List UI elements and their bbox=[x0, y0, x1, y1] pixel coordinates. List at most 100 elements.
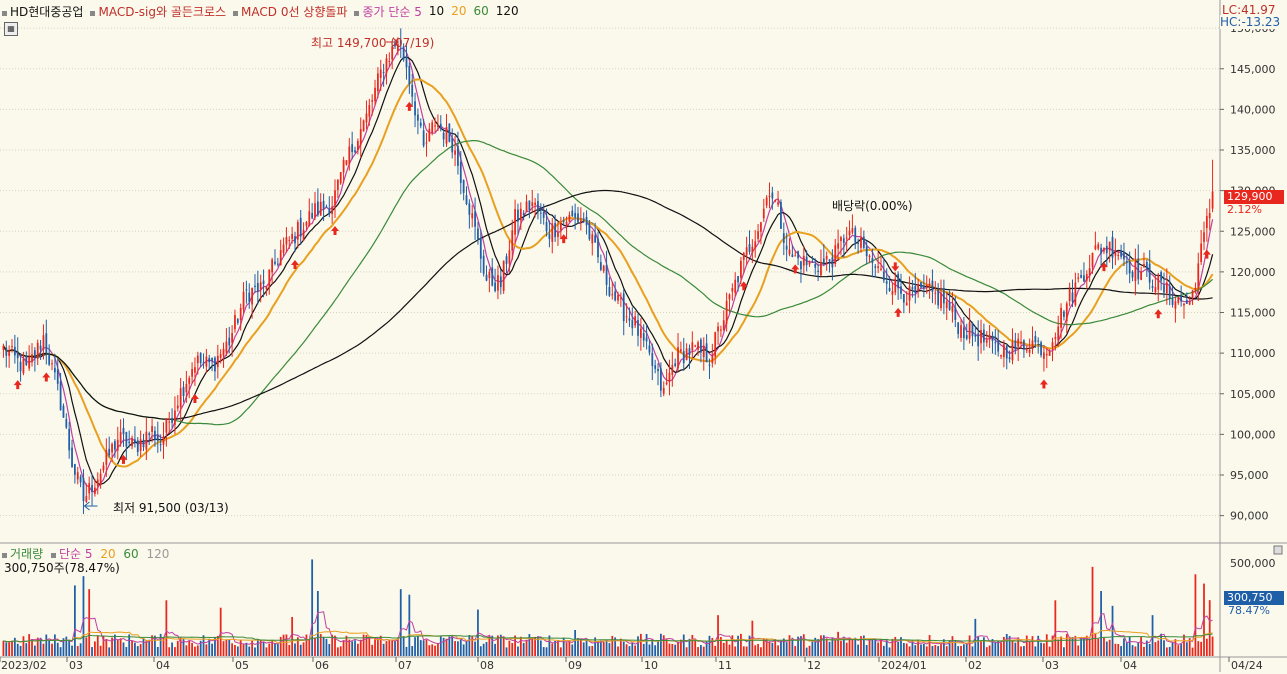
volume-bar bbox=[305, 634, 308, 656]
volume-bar bbox=[688, 638, 691, 656]
volume-bar bbox=[637, 636, 639, 656]
volume-bar bbox=[1045, 634, 1048, 656]
volume-bar bbox=[988, 645, 991, 656]
candle-body bbox=[302, 229, 305, 241]
grid-toggle-icon[interactable]: ▦ bbox=[4, 22, 18, 36]
candle-body bbox=[1143, 263, 1145, 268]
candle-body bbox=[805, 256, 808, 266]
volume-bar bbox=[731, 635, 734, 656]
volume-bar bbox=[868, 640, 871, 656]
candle-body bbox=[599, 262, 602, 270]
volume-bar bbox=[517, 646, 519, 656]
ma-legend-5[interactable]: 종가 단순 5 bbox=[362, 4, 422, 19]
volume-bar bbox=[1185, 642, 1188, 656]
volume-bar bbox=[997, 641, 1000, 656]
volume-bar bbox=[1211, 636, 1214, 656]
candle-body bbox=[983, 329, 985, 343]
candle-body bbox=[754, 241, 757, 249]
volume-bar bbox=[1048, 646, 1051, 656]
volume-bar bbox=[1091, 566, 1094, 656]
volume-bar bbox=[1080, 637, 1082, 656]
volume-bar bbox=[848, 637, 851, 656]
candle-body bbox=[325, 206, 328, 208]
volume-bar bbox=[294, 643, 296, 656]
volume-bar bbox=[1171, 642, 1174, 656]
candle-body bbox=[945, 301, 948, 309]
candle-body bbox=[691, 342, 694, 351]
candle-body bbox=[214, 357, 216, 372]
volume-bar bbox=[1051, 635, 1054, 656]
candle-body bbox=[125, 432, 128, 447]
volume-bar bbox=[862, 635, 865, 656]
candle-body bbox=[631, 320, 634, 329]
candle-body bbox=[322, 200, 325, 209]
indicator-macd-golden-cross[interactable]: MACD-sig와 골든크로스 bbox=[98, 4, 227, 19]
candle-body bbox=[88, 483, 91, 494]
candle-body bbox=[1040, 342, 1042, 356]
volume-bar bbox=[825, 638, 828, 656]
ma-legend-20[interactable]: 20 bbox=[451, 4, 467, 18]
candle-body bbox=[828, 259, 831, 262]
ma-legend-60[interactable]: 60 bbox=[473, 4, 489, 18]
volume-bar bbox=[551, 643, 554, 656]
time-tick-label: 05 bbox=[235, 659, 249, 672]
candle-body bbox=[134, 439, 136, 443]
volume-bar bbox=[828, 641, 831, 656]
indicator-macd-zero-cross[interactable]: MACD 0선 상향돌파 bbox=[241, 4, 348, 19]
buy-signal-arrow bbox=[331, 226, 340, 236]
candle-body bbox=[296, 222, 299, 240]
volume-bar bbox=[745, 646, 748, 656]
volume-ma-120[interactable]: 120 bbox=[146, 547, 170, 561]
volume-bar bbox=[948, 640, 951, 656]
candle-body bbox=[428, 128, 431, 142]
stock-name[interactable]: HD현대중공업 bbox=[10, 4, 84, 19]
ma-legend-120[interactable]: 120 bbox=[495, 4, 519, 18]
candle-body bbox=[45, 333, 48, 354]
volume-bar bbox=[99, 645, 102, 656]
candle-body bbox=[13, 346, 16, 356]
candle-body bbox=[508, 250, 511, 264]
candle-body bbox=[808, 260, 811, 265]
signal-markers bbox=[13, 37, 1211, 511]
candle-body bbox=[79, 476, 82, 483]
candle-body bbox=[985, 340, 988, 343]
volume-bar bbox=[614, 637, 617, 656]
candle-body bbox=[222, 348, 225, 356]
candle-body bbox=[105, 450, 108, 465]
candle-body bbox=[562, 220, 565, 222]
lc-value: LC:41.97 bbox=[1222, 3, 1276, 17]
volume-bar bbox=[831, 638, 834, 656]
volume-bar bbox=[479, 646, 482, 656]
candle-body bbox=[1008, 357, 1011, 360]
time-tick-label: 04 bbox=[1123, 659, 1137, 672]
volume-ma-20[interactable]: 20 bbox=[100, 547, 116, 561]
volume-bar bbox=[22, 636, 25, 656]
volume-bar bbox=[131, 640, 133, 656]
candle-body bbox=[502, 260, 505, 291]
volume-bar bbox=[334, 635, 336, 656]
volume-ma-5[interactable]: 단순 5 bbox=[58, 547, 93, 561]
volume-title[interactable]: 거래량 bbox=[10, 547, 44, 561]
chart-legend-header: HD현대중공업 MACD-sig와 골든크로스 MACD 0선 상향돌파 종가 … bbox=[0, 3, 519, 19]
volume-bar bbox=[405, 646, 408, 656]
volume-bar bbox=[1177, 645, 1180, 656]
ma-legend-10[interactable]: 10 bbox=[428, 4, 445, 18]
volume-ma-60[interactable]: 60 bbox=[123, 547, 139, 561]
candle-body bbox=[279, 250, 282, 266]
candle-body bbox=[931, 280, 934, 292]
candle-body bbox=[751, 246, 754, 253]
candle-body bbox=[228, 337, 231, 346]
candle-body bbox=[688, 348, 691, 355]
volume-bar bbox=[585, 640, 588, 656]
volume-bar bbox=[25, 643, 28, 656]
volume-bar bbox=[682, 634, 685, 656]
candle-body bbox=[5, 347, 8, 356]
volume-bar bbox=[268, 643, 271, 656]
ma-line-120 bbox=[2, 189, 1213, 420]
volume-bar bbox=[808, 645, 811, 656]
candle-body bbox=[205, 356, 208, 367]
volume-bar bbox=[882, 645, 885, 656]
volume-bar bbox=[88, 589, 91, 656]
candle-body bbox=[1080, 275, 1082, 278]
candle-body bbox=[734, 279, 737, 293]
